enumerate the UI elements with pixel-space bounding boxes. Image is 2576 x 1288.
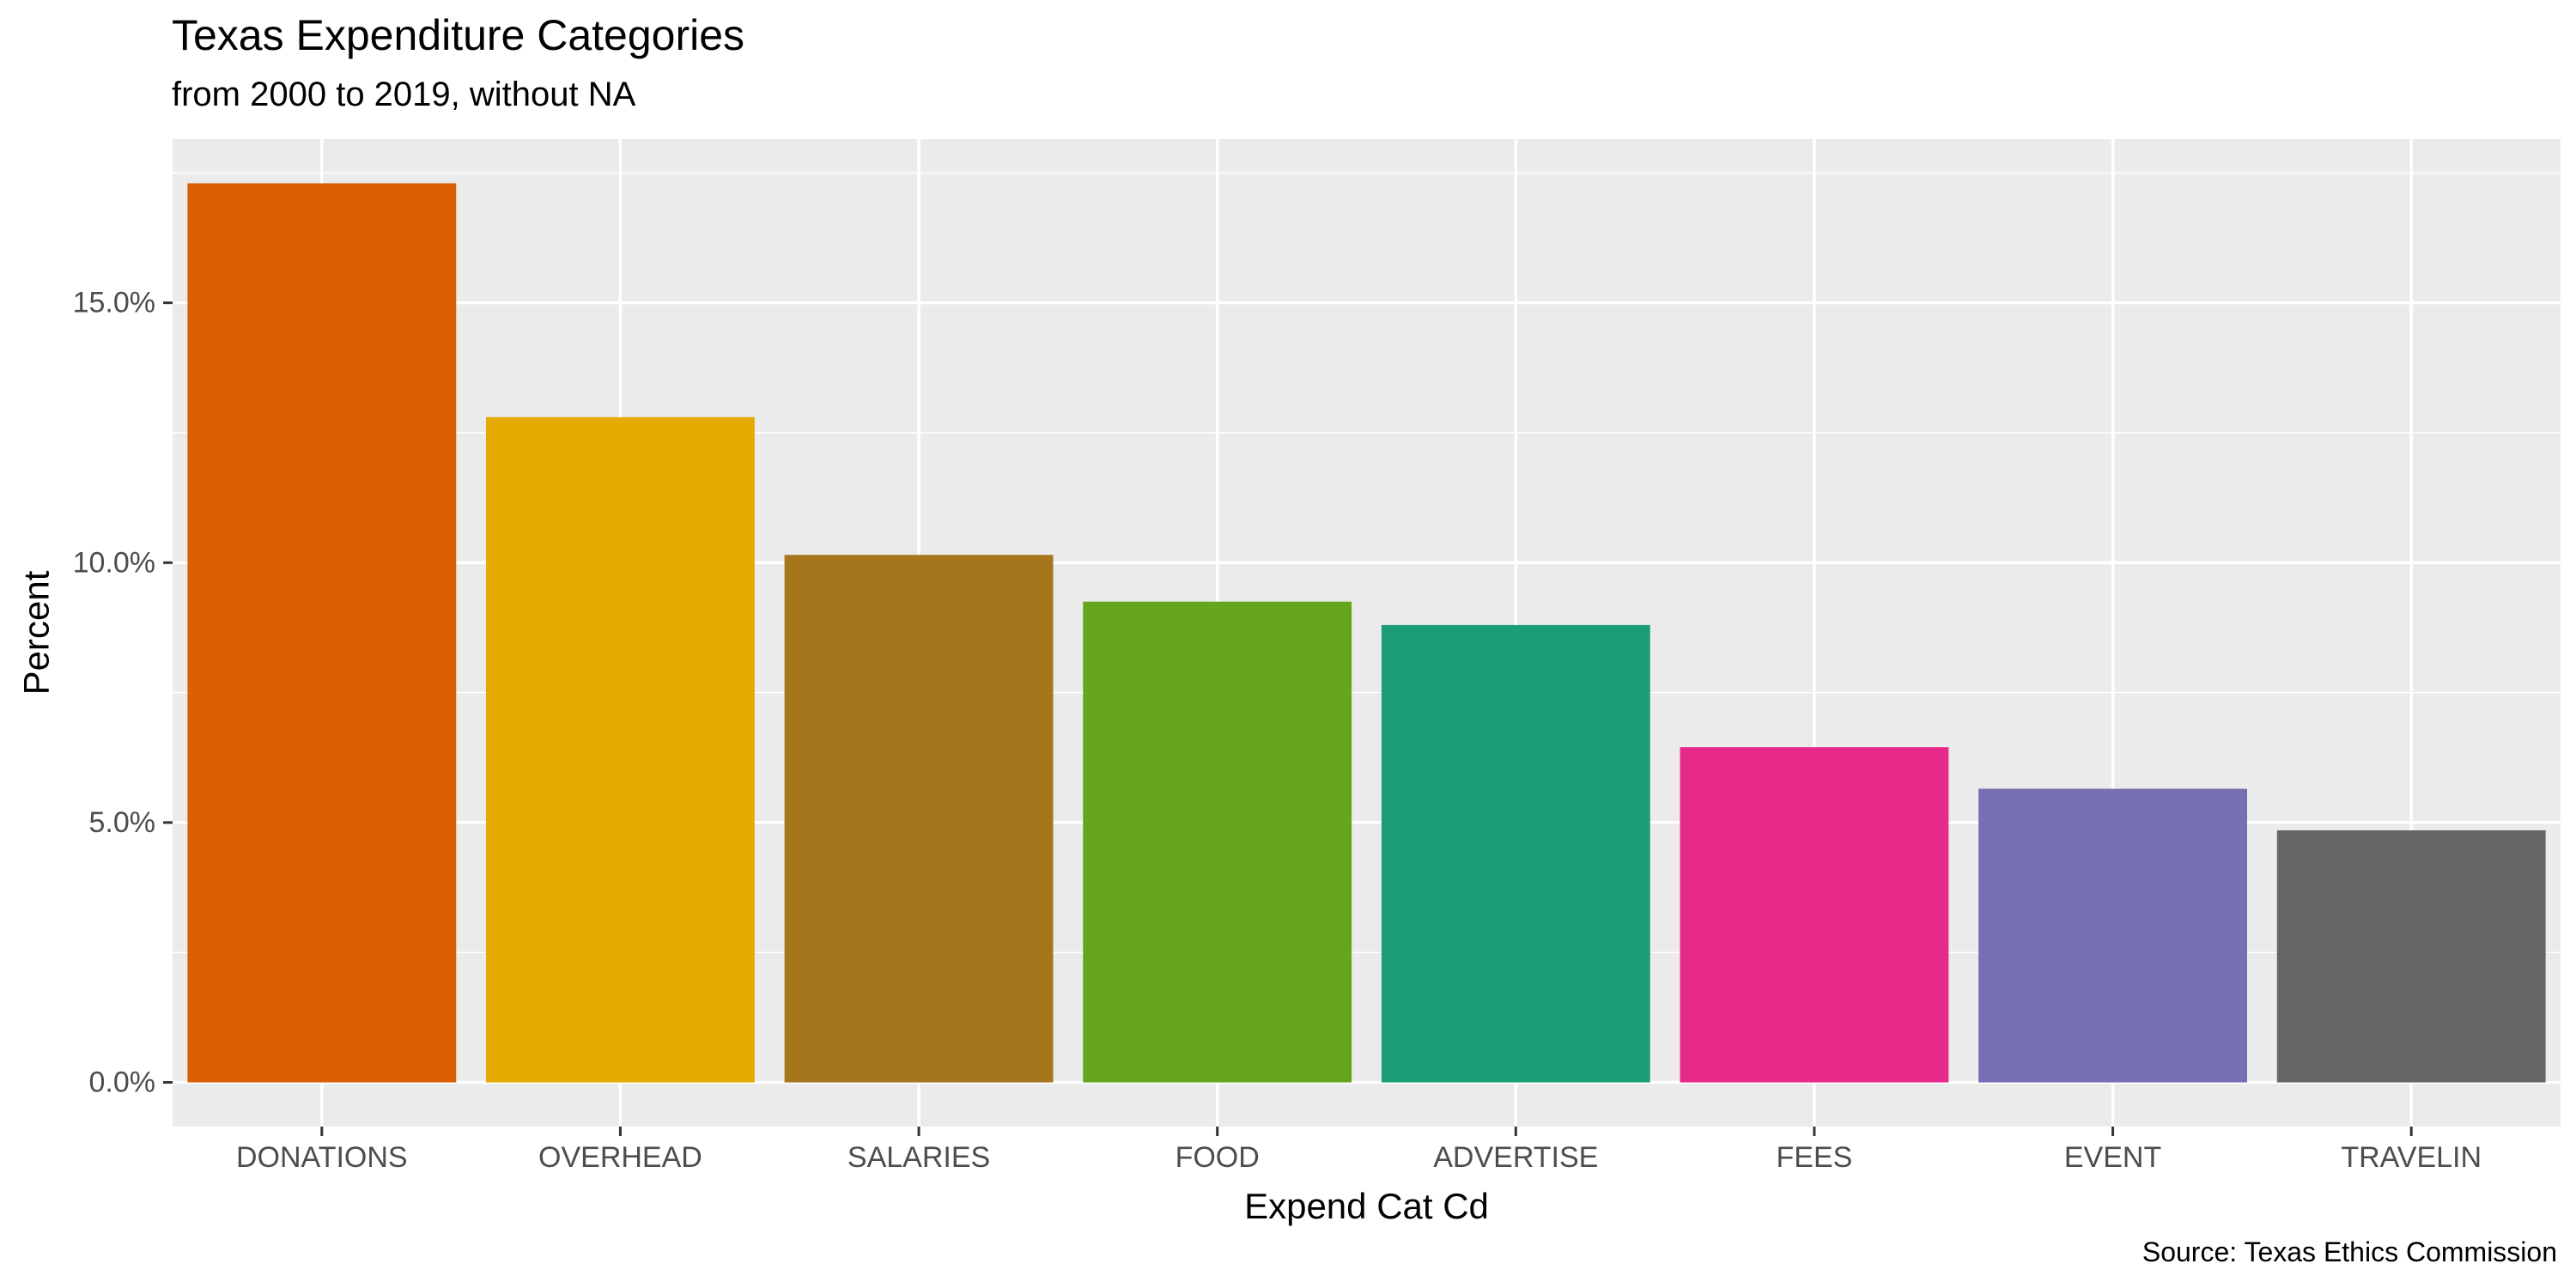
x-tick-label: FEES: [1777, 1141, 1853, 1174]
y-tick-label: 0.0%: [89, 1066, 156, 1099]
x-tick-label: FOOD: [1176, 1141, 1260, 1174]
x-tick-label: DONATIONS: [236, 1141, 408, 1174]
bar-salaries: [784, 555, 1054, 1083]
x-tick-label: ADVERTISE: [1433, 1141, 1598, 1174]
bar-donations: [187, 183, 457, 1083]
x-tick-label: OVERHEAD: [538, 1141, 702, 1174]
x-tick-label: TRAVELIN: [2341, 1141, 2482, 1174]
y-tick-label: 15.0%: [73, 287, 155, 319]
y-tick-label: 10.0%: [73, 546, 155, 579]
x-axis-title: Expend Cat Cd: [1244, 1186, 1489, 1226]
chart-subtitle: from 2000 to 2019, without NA: [172, 76, 636, 113]
x-tick-label: EVENT: [2064, 1141, 2161, 1174]
chart-caption: Source: Texas Ethics Commission: [2142, 1236, 2557, 1267]
bar-event: [1978, 788, 2247, 1083]
chart-title: Texas Expenditure Categories: [172, 11, 745, 59]
y-tick-label: 5.0%: [89, 806, 156, 839]
x-tick-label: SALARIES: [848, 1141, 990, 1174]
bar-advertise: [1381, 624, 1650, 1083]
bar-overhead: [486, 416, 755, 1083]
bar-food: [1083, 601, 1352, 1083]
y-axis-title: Percent: [16, 570, 57, 695]
bar-travelin: [2276, 830, 2546, 1083]
bar-fees: [1680, 747, 1949, 1083]
